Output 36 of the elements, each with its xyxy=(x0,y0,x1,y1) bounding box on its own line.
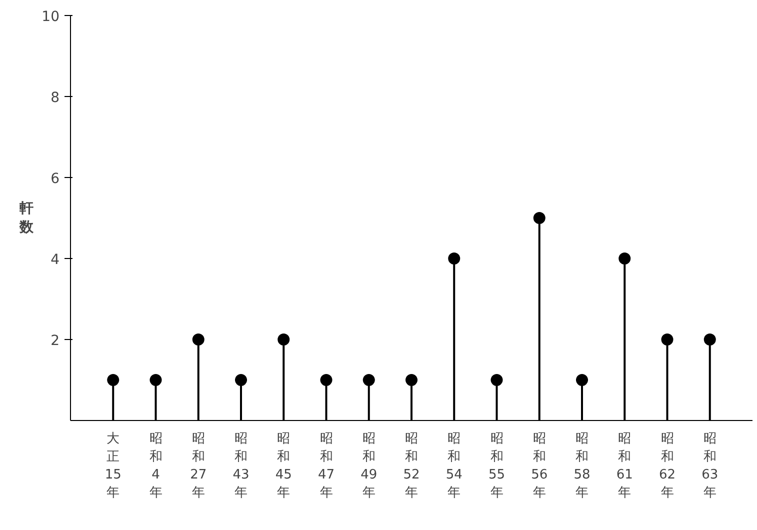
point xyxy=(448,252,460,264)
y-tick-label: 6 xyxy=(50,171,60,187)
x-tick-label: 昭和47年 xyxy=(318,432,335,500)
point xyxy=(533,212,546,224)
x-tick-label: 大正15年 xyxy=(104,432,122,500)
x-tick-label: 昭和45年 xyxy=(275,432,292,500)
point xyxy=(618,252,631,264)
point xyxy=(704,334,716,346)
point xyxy=(192,334,204,346)
x-tick-label: 昭和56年 xyxy=(531,432,548,500)
point xyxy=(490,374,503,386)
y-tick-label: 2 xyxy=(50,333,60,349)
x-tick-label: 昭和43年 xyxy=(232,432,250,500)
y-tick-label: 10 xyxy=(42,9,60,25)
point xyxy=(406,374,418,386)
x-tick-label: 昭和55年 xyxy=(488,432,506,500)
x-tick-label: 昭和27年 xyxy=(190,432,207,500)
point xyxy=(150,374,162,386)
y-axis-title: 軒数 xyxy=(18,200,35,236)
x-tick-label: 昭和52年 xyxy=(403,432,420,500)
point xyxy=(661,334,674,346)
point xyxy=(576,374,588,386)
x-tick-label: 昭和62年 xyxy=(658,432,676,500)
y-tick-label: 4 xyxy=(50,252,60,268)
point xyxy=(235,374,247,386)
point xyxy=(320,374,332,386)
x-tick-label: 昭和58年 xyxy=(574,432,590,500)
x-tick-label: 昭和61年 xyxy=(616,432,633,500)
x-tick-label: 昭和49年 xyxy=(360,432,378,500)
point xyxy=(107,374,120,386)
x-tick-label: 昭和54年 xyxy=(446,432,462,500)
x-tick-label: 昭和63年 xyxy=(702,432,718,500)
point xyxy=(278,334,290,346)
x-tick-label: 昭和4年 xyxy=(149,432,162,500)
y-tick-label: 8 xyxy=(50,90,60,106)
point xyxy=(362,374,375,386)
